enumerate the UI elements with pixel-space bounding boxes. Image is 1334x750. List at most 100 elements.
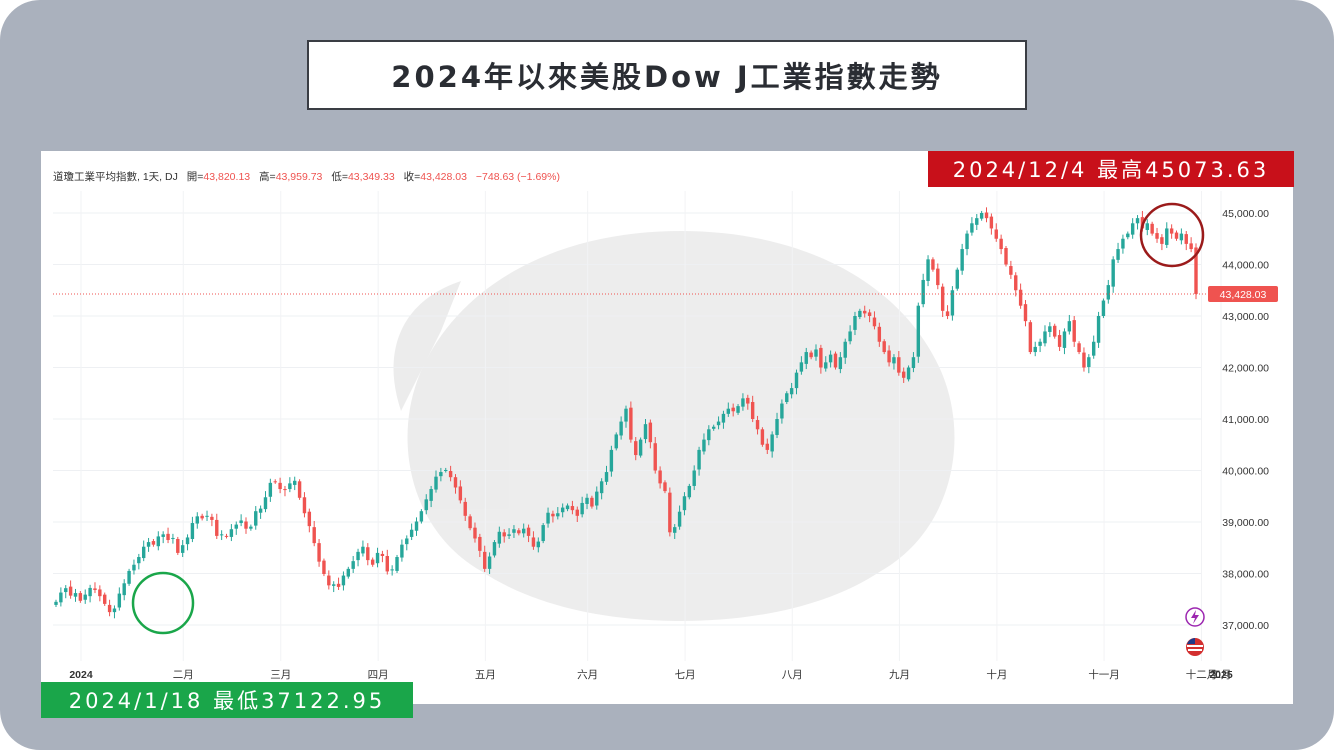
candle — [687, 483, 692, 500]
candle — [405, 535, 409, 551]
candle — [677, 505, 682, 530]
candle — [88, 584, 92, 603]
candle — [1165, 222, 1169, 249]
x-tick-label: 二月 — [1211, 669, 1232, 681]
legend-change: −748.63 (−1.69%) — [476, 171, 560, 183]
candle — [863, 305, 867, 318]
candle — [132, 559, 136, 575]
candle — [103, 592, 107, 606]
candle — [419, 509, 424, 524]
y-tick-label: 45,000.00 — [1222, 208, 1269, 220]
candle — [409, 523, 414, 541]
candle — [638, 437, 643, 458]
x-tick-label: 三月 — [270, 669, 291, 681]
candle — [1048, 322, 1052, 338]
candle — [483, 545, 487, 572]
candle — [858, 308, 862, 320]
candle — [551, 510, 555, 523]
candle — [609, 445, 614, 477]
candle — [755, 415, 760, 435]
candle — [317, 538, 321, 567]
candle — [663, 480, 667, 494]
candle — [1077, 341, 1081, 355]
candle — [901, 367, 906, 383]
candle — [258, 505, 263, 519]
candle — [570, 500, 575, 515]
candle — [697, 446, 701, 476]
y-axis: 45,000.00 44,000.00 43,000.00 42,000.00 41,0… — [1222, 208, 1269, 632]
candle — [775, 412, 779, 439]
candle — [293, 476, 297, 491]
candle — [166, 527, 170, 544]
candle — [658, 466, 662, 489]
high-highlight-circle — [1139, 202, 1205, 268]
chart-panel: 45,000.00 44,000.00 43,000.00 42,000.00 41,0… — [41, 151, 1293, 704]
candle — [1043, 325, 1047, 347]
candle — [268, 478, 273, 502]
y-tick-label: 41,000.00 — [1222, 414, 1269, 426]
candle — [921, 273, 925, 308]
candle — [1023, 300, 1028, 327]
x-tick-label: 五月 — [475, 669, 496, 681]
candle — [936, 263, 940, 290]
candle — [565, 503, 570, 512]
candle — [843, 338, 847, 364]
candle — [541, 523, 545, 544]
candle — [824, 356, 828, 372]
candle — [809, 350, 813, 360]
candle — [965, 230, 969, 256]
candle — [224, 533, 229, 539]
y-tick-label: 38,000.00 — [1222, 569, 1269, 581]
candle — [916, 302, 921, 363]
candle — [721, 410, 726, 429]
candle — [1091, 335, 1096, 359]
candle — [176, 536, 180, 555]
candle — [1004, 245, 1008, 267]
last-price-text: 43,428.03 — [1220, 289, 1267, 301]
candle — [707, 425, 711, 446]
candle — [668, 487, 672, 537]
candle — [59, 587, 63, 607]
candle — [239, 514, 243, 527]
candle — [897, 351, 901, 376]
candle — [984, 207, 989, 223]
candle — [1072, 316, 1076, 347]
candle — [93, 582, 97, 594]
candle — [911, 352, 916, 373]
candle — [263, 491, 268, 513]
candle — [629, 401, 633, 443]
candle — [244, 517, 248, 534]
legend-high-label: 高= — [259, 170, 276, 183]
candle — [512, 525, 516, 538]
candle — [156, 531, 161, 551]
us-flag-icon[interactable] — [1186, 638, 1204, 656]
candle — [249, 524, 253, 531]
candle — [171, 533, 175, 544]
candle — [599, 478, 604, 500]
candle — [585, 493, 589, 510]
candle — [219, 530, 224, 541]
candle — [424, 494, 428, 515]
lightning-icon[interactable] — [1185, 607, 1205, 627]
candle — [448, 465, 453, 482]
candle — [1126, 231, 1130, 240]
candle — [531, 531, 536, 550]
candle — [161, 531, 165, 544]
candle — [341, 571, 346, 591]
candle — [546, 507, 550, 528]
candle — [322, 558, 326, 577]
candle — [487, 552, 492, 575]
page-title: 2024年以來美股Dow J工業指數走勢 — [307, 40, 1027, 110]
legend-low-label: 低= — [331, 170, 348, 183]
candle — [122, 579, 126, 601]
legend-open-label: 開= — [187, 171, 204, 183]
candle — [833, 351, 838, 370]
candle — [1018, 283, 1023, 309]
candle — [1062, 328, 1067, 355]
candle — [955, 267, 959, 291]
candle — [463, 497, 467, 521]
candle — [970, 217, 974, 236]
candle — [1135, 215, 1140, 230]
candle — [590, 495, 594, 509]
candle — [297, 479, 302, 500]
